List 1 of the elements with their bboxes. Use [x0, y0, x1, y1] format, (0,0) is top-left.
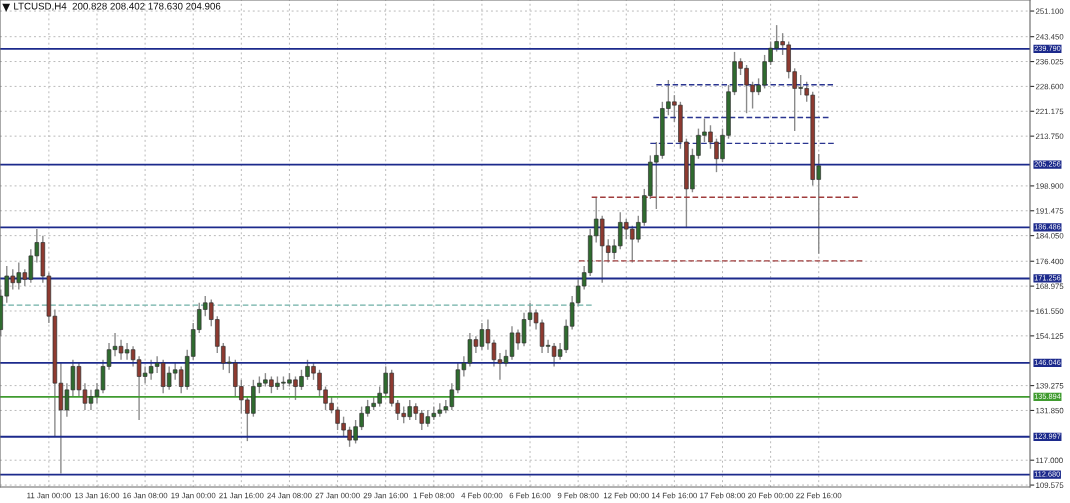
chart-title: LTCUSD,H4 200.828 208.402 178.630 204.906 [14, 2, 221, 11]
